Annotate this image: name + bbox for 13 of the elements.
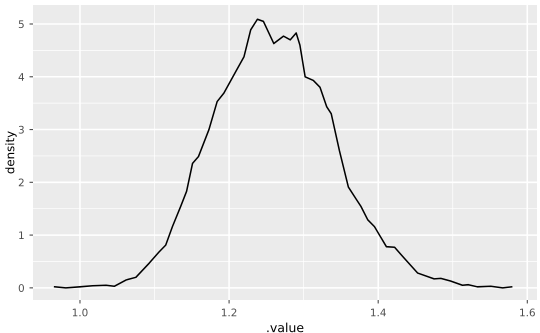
y-axis-title: density [5, 131, 17, 174]
y-tick-label: 2 [18, 178, 24, 186]
y-tick-label: 0 [18, 284, 24, 292]
y-tick-label: 5 [18, 20, 24, 28]
y-tick-label: 1 [19, 231, 24, 240]
y-tick-label: 4 [18, 73, 24, 81]
y-tick-label: 3 [18, 126, 24, 134]
x-tick-label: 1.4 [371, 308, 386, 316]
x-tick-label: 1.6 [520, 308, 535, 316]
x-axis-title: .value [267, 322, 304, 332]
line-series [54, 18, 512, 289]
x-tick-label: 1.0 [72, 308, 88, 316]
x-tick-label: 1.2 [222, 308, 236, 316]
